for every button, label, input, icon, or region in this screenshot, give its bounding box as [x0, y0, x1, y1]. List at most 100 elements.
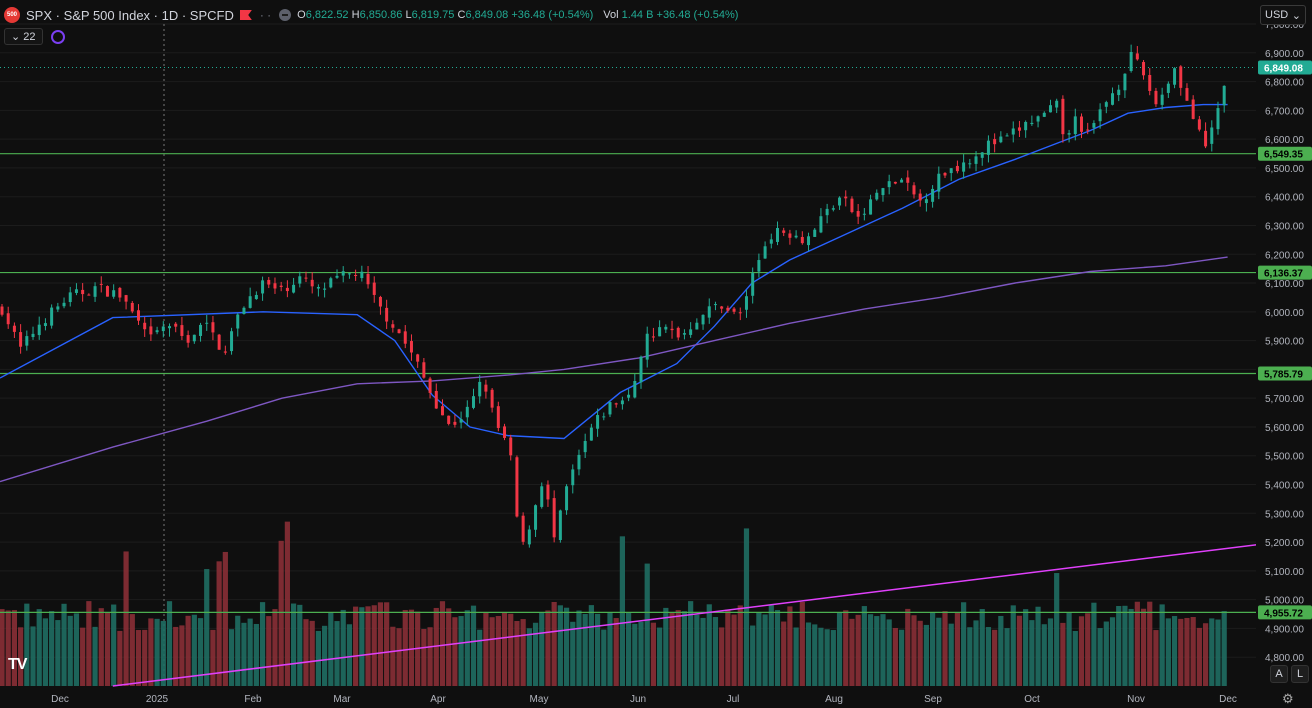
candle-171: [1061, 98, 1065, 135]
volume-bar-56: [346, 624, 353, 686]
minus-circle-icon[interactable]: [279, 9, 292, 21]
level-label-1-bg: [1258, 265, 1312, 280]
candle-67: [416, 354, 420, 362]
candle-41: [254, 294, 258, 300]
volume-bar-18: [111, 604, 117, 686]
candle-156: [968, 163, 972, 165]
volume-bar-71: [439, 601, 446, 686]
low-label: L: [405, 9, 412, 21]
volume-bar-158: [979, 609, 985, 686]
candle-12: [74, 289, 78, 293]
level-label-0-bg: [1258, 146, 1312, 161]
volume-bar-163: [1010, 605, 1016, 686]
candle-92: [571, 469, 575, 486]
candle-102: [633, 380, 637, 398]
volume-bar-42: [259, 602, 266, 686]
volume-bar-168: [1041, 624, 1047, 686]
volume-bar-11: [67, 615, 73, 686]
candle-134: [831, 208, 835, 210]
candle-72: [447, 415, 451, 424]
volume-bar-82: [508, 613, 514, 686]
volume-bar-5: [30, 626, 36, 686]
candle-167: [1036, 116, 1040, 122]
ring-icon[interactable]: [50, 29, 65, 44]
price-axis[interactable]: 4,800.00 4,900.00 5,000.00 5,100.00 5,200.00…: [1256, 0, 1312, 708]
moving-averages: [0, 103, 1228, 483]
volume-bar-150: [930, 612, 936, 686]
volume-bar-176: [1091, 602, 1097, 686]
volume-bar-22: [135, 630, 142, 686]
trendline-group[interactable]: [112, 541, 1279, 687]
volume-bar-175: [1085, 613, 1091, 686]
candle-185: [1148, 75, 1152, 91]
candle-137: [850, 198, 854, 213]
volume-bar-4: [24, 603, 30, 686]
volume-bar-114: [706, 604, 712, 686]
candle-191: [1185, 88, 1189, 101]
y-tick-label-11: 5,900.00: [1265, 337, 1304, 348]
volume-bar-184: [1140, 608, 1147, 686]
low-value: 6,819.75: [411, 9, 455, 21]
candle-18: [112, 290, 116, 297]
volume-bar-13: [80, 627, 86, 686]
volume-bar-192: [1190, 617, 1196, 686]
candle-197: [1222, 85, 1226, 106]
volume-bar-131: [812, 624, 818, 686]
candle-58: [360, 271, 364, 279]
volume-bar-147: [911, 615, 917, 686]
open-label: O: [297, 9, 306, 21]
y-tick-label-9: 5,700.00: [1265, 394, 1304, 405]
volume-bar-94: [582, 613, 588, 686]
candle-190: [1179, 66, 1183, 88]
volume-bar-85: [526, 628, 532, 686]
volume-bar-21: [129, 614, 135, 686]
volume-bar-91: [563, 607, 570, 686]
volume-bar-178: [1103, 621, 1109, 686]
candle-186: [1154, 90, 1158, 105]
volume-bar-132: [818, 627, 824, 686]
indicators-toggle[interactable]: ⌄ 22: [4, 28, 43, 45]
candle-157: [974, 156, 978, 164]
volume-bar-140: [867, 614, 874, 686]
candle-28: [174, 323, 178, 327]
candle-113: [701, 314, 705, 325]
candle-44: [273, 283, 277, 289]
candle-82: [509, 437, 513, 456]
level-label-3-bg: [1258, 605, 1312, 620]
last-price-label-bg: [1258, 60, 1312, 75]
ma-short-line: [0, 103, 1228, 440]
volume-bar-69: [427, 627, 433, 686]
volume-bar-129: [799, 601, 805, 686]
flag-icon[interactable]: [239, 10, 252, 20]
time-axis[interactable]: Dec 2025 Feb Mar Apr May Jun Jul Aug Sep Oct Nov Dec: [51, 694, 1237, 705]
volume-bar-127: [787, 606, 793, 686]
volume-bar-47: [290, 603, 297, 686]
x-tick-label-4: Apr: [430, 694, 446, 705]
log-scale-button[interactable]: L: [1291, 665, 1309, 683]
auto-scale-button[interactable]: A: [1270, 665, 1288, 683]
x-tick-label-0: Dec: [51, 694, 69, 705]
candle-95: [589, 427, 593, 441]
vol-value: 1.44 B: [621, 9, 654, 21]
symbol-title[interactable]: SPX · S&P 500 Index · 1D · SPCFD: [26, 7, 234, 23]
candle-187: [1160, 94, 1164, 105]
volume-bar-193: [1196, 627, 1202, 686]
candle-5: [31, 333, 35, 338]
candle-196: [1216, 108, 1220, 130]
candle-132: [819, 216, 823, 233]
candle-122: [757, 260, 761, 272]
volume-bar-112: [694, 614, 700, 686]
candle-166: [1030, 122, 1034, 125]
candle-61: [378, 296, 382, 307]
candle-109: [676, 327, 680, 338]
vol-change: +36.48 (+0.54%): [656, 9, 739, 21]
volume-bar-43: [266, 616, 272, 686]
volume-bar-53: [328, 612, 334, 686]
candle-66: [409, 341, 413, 353]
horizontal-levels[interactable]: [0, 153, 1256, 613]
volume-bar-144: [892, 628, 898, 686]
volume-bar-93: [576, 610, 582, 686]
currency-select[interactable]: USD ⌄: [1260, 5, 1306, 25]
gear-icon[interactable]: ⚙: [1282, 691, 1294, 706]
